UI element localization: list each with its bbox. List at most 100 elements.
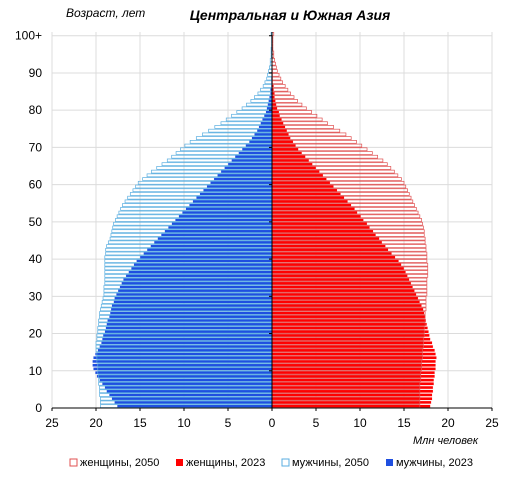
bar-age-48 (168, 225, 273, 230)
legend-label: мужчины, 2023 (396, 457, 473, 469)
chart-title: Центральная и Южная Азия (190, 7, 391, 23)
bar-age-80 (271, 106, 278, 110)
bar-age-56 (271, 196, 345, 200)
x-tick-label: 0 (269, 416, 276, 430)
bar-age-62 (271, 173, 324, 177)
bar-age-80 (266, 106, 273, 110)
bar-age-78 (271, 114, 281, 118)
bar-age-82 (268, 99, 273, 103)
bar-age-30 (116, 292, 273, 297)
bar-age-41 (143, 251, 273, 256)
bar-age-3 (109, 393, 273, 397)
bar-age-11 (92, 363, 273, 367)
x-axis-ticks: 25 20 15 10 5 0 5 10 15 20 25 (45, 408, 499, 430)
bar-age-75 (258, 125, 273, 129)
y-tick-label: 40 (29, 252, 43, 266)
bar-age-65 (227, 162, 273, 166)
y-axis-label: Возраст, лет (66, 6, 145, 20)
legend-swatch (281, 458, 290, 467)
bar-age-20 (271, 330, 429, 334)
x-tick-label: 10 (177, 416, 191, 430)
bar-age-40 (139, 255, 273, 259)
bar-age-22 (106, 322, 273, 326)
bar-age-72 (251, 136, 273, 140)
bar-age-6 (271, 382, 435, 386)
bar-age-43 (150, 244, 273, 248)
bar-age-84 (257, 91, 273, 96)
bar-age-36 (271, 270, 406, 274)
bar-age-31 (117, 289, 273, 293)
bar-age-31 (271, 289, 415, 293)
bar-age-38 (133, 263, 273, 267)
bar-age-86 (262, 84, 273, 88)
bar-age-91 (271, 65, 277, 70)
bar-age-59 (206, 184, 273, 189)
bar-age-10 (93, 367, 273, 371)
y-tick-label: 60 (29, 178, 43, 192)
bar-age-24 (109, 315, 273, 319)
bar-age-70 (245, 143, 273, 148)
bar-age-82 (271, 99, 298, 103)
bar-age-7 (271, 378, 435, 382)
bar-age-10 (271, 367, 436, 371)
legend-swatch (69, 458, 78, 467)
bar-age-37 (271, 266, 405, 271)
bar-age-1 (114, 400, 273, 405)
bar-age-26 (110, 307, 273, 311)
bar-age-87 (271, 80, 283, 85)
bar-age-3 (271, 393, 433, 397)
bar-age-54 (189, 203, 273, 207)
bar-age-54 (271, 203, 352, 207)
bar-age-0 (116, 404, 273, 408)
bar-age-44 (153, 240, 273, 244)
bar-age-50 (271, 218, 364, 222)
bar-age-9 (94, 371, 273, 375)
bar-age-69 (271, 147, 299, 151)
bar-age-55 (192, 199, 273, 203)
bar-age-39 (271, 259, 399, 263)
bar-age-61 (271, 177, 327, 181)
bar-age-32 (119, 285, 273, 289)
bar-age-52 (271, 210, 358, 215)
x-tick-label: 15 (133, 416, 147, 430)
bar-age-11 (271, 363, 436, 367)
bar-age-15 (271, 348, 435, 352)
bar-age-76 (271, 121, 284, 125)
bar-age-42 (146, 248, 273, 252)
bar-age-53 (271, 207, 355, 211)
bar-age-60 (271, 181, 331, 185)
series-female-2050 (271, 32, 429, 408)
bar-age-18 (102, 337, 273, 341)
bar-age-70 (271, 143, 296, 148)
bar-age-33 (271, 281, 412, 285)
bar-age-5 (104, 385, 273, 390)
bar-age-24 (271, 315, 426, 319)
bar-age-58 (203, 188, 273, 192)
bar-age-47 (271, 229, 374, 233)
bar-age-21 (105, 326, 273, 330)
bar-age-49 (171, 222, 273, 226)
bar-age-77 (271, 117, 282, 122)
bars (92, 32, 437, 408)
bar-age-28 (271, 300, 420, 304)
bar-age-58 (271, 188, 338, 192)
legend-swatch (386, 459, 393, 466)
bar-age-27 (111, 304, 273, 308)
bar-age-74 (256, 129, 273, 133)
bar-age-4 (271, 389, 434, 393)
bar-age-45 (271, 237, 380, 241)
bar-age-45 (157, 237, 273, 241)
bar-age-30 (271, 292, 417, 297)
x-tick-label: 5 (313, 416, 320, 430)
y-tick-label: 100+ (15, 29, 42, 43)
bar-age-17 (271, 341, 433, 345)
x-tick-label: 10 (353, 416, 367, 430)
bar-age-61 (213, 177, 273, 181)
bar-age-2 (271, 397, 433, 401)
bar-age-35 (271, 274, 408, 278)
legend: женщины, 2050 женщины, 2023 мужчины, 2050 м… (69, 457, 473, 469)
bar-age-13 (93, 356, 273, 360)
bar-age-32 (271, 285, 413, 289)
bar-age-51 (178, 214, 273, 218)
